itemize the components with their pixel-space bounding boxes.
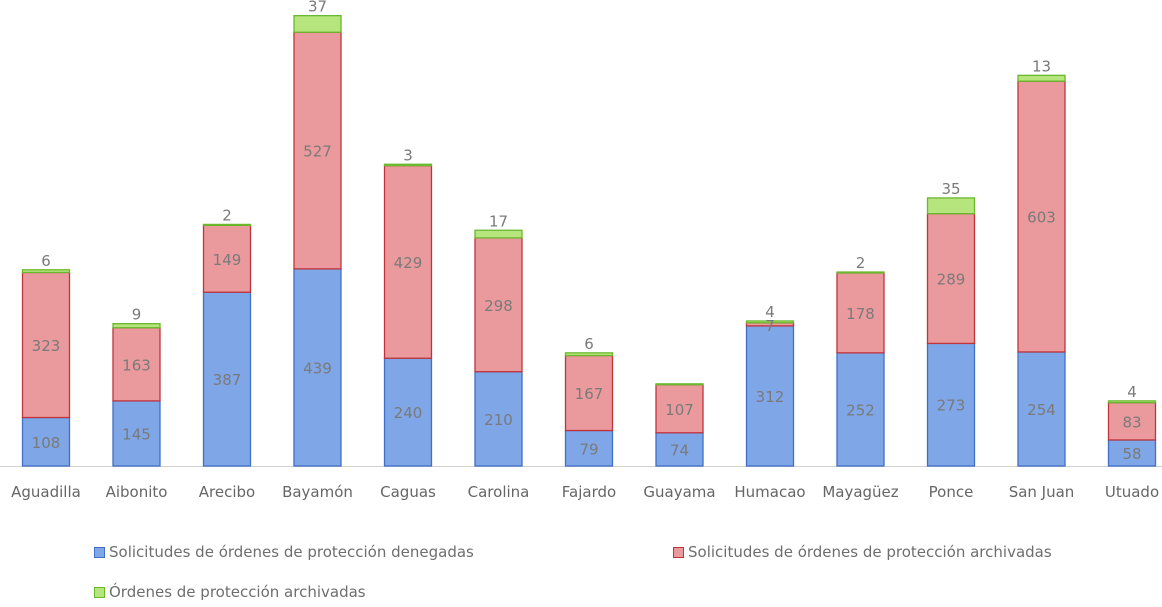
data-label-denegadas-fajardo: 79 xyxy=(579,440,598,458)
bar-sol-archivadas-mayag-ez xyxy=(836,272,885,354)
data-label-ord-archivadas-carolina: 17 xyxy=(489,212,508,230)
bar-sol-archivadas-caguas xyxy=(383,164,433,359)
bar-ord-archivadas-san-juan xyxy=(1017,74,1066,82)
data-label-sol-archivadas-ponce: 289 xyxy=(937,271,966,289)
data-label-denegadas-caguas: 240 xyxy=(394,404,423,422)
data-label-denegadas-mayag-ez: 252 xyxy=(846,401,875,419)
data-label-ord-archivadas-humacao: 4 xyxy=(765,303,775,321)
bar-ord-archivadas-humacao xyxy=(745,320,795,324)
x-tick-label: Arecibo xyxy=(199,483,255,501)
data-label-sol-archivadas-guayama: 107 xyxy=(665,401,694,419)
x-tick-label: Carolina xyxy=(468,483,530,501)
data-label-sol-archivadas-aibonito: 163 xyxy=(122,356,151,374)
data-label-denegadas-guayama: 74 xyxy=(670,441,689,459)
bar-ord-archivadas-aguadilla xyxy=(21,269,71,274)
bar-sol-archivadas-aguadilla xyxy=(21,271,71,419)
x-tick-label: Ponce xyxy=(929,483,974,501)
data-label-sol-archivadas-bayam-n: 527 xyxy=(303,143,332,161)
data-label-ord-archivadas-mayag-ez: 2 xyxy=(856,254,866,272)
data-label-ord-archivadas-aguadilla: 6 xyxy=(41,252,51,270)
bar-sol-archivadas-bayam-n xyxy=(293,31,342,270)
data-label-sol-archivadas-utuado: 83 xyxy=(1122,413,1141,431)
data-label-sol-archivadas-mayag-ez: 178 xyxy=(846,305,875,323)
x-tick-label: Caguas xyxy=(380,483,436,501)
labels-group: 108 323 6 145 163 9 387 149 2 439 527 37 240 429 3 210 2… xyxy=(32,0,1142,463)
x-tick-label: Mayagüez xyxy=(822,483,898,501)
bar-denegadas-ponce xyxy=(926,342,976,467)
data-label-ord-archivadas-fajardo: 6 xyxy=(584,335,594,353)
data-label-ord-archivadas-ponce: 35 xyxy=(941,180,960,198)
data-label-sol-archivadas-fajardo: 167 xyxy=(575,385,604,403)
data-label-sol-archivadas-aguadilla: 323 xyxy=(32,337,61,355)
data-label-denegadas-ponce: 273 xyxy=(937,397,966,415)
data-label-ord-archivadas-arecibo: 2 xyxy=(222,206,232,224)
data-label-ord-archivadas-caguas: 3 xyxy=(403,146,413,164)
data-label-sol-archivadas-arecibo: 149 xyxy=(213,251,242,269)
bar-sol-archivadas-utuado xyxy=(1107,402,1157,441)
bar-ord-archivadas-bayam-n xyxy=(293,14,342,33)
bar-ord-archivadas-fajardo xyxy=(564,352,614,357)
x-tick-label: Humacao xyxy=(734,483,805,501)
data-label-denegadas-aibonito: 145 xyxy=(122,425,151,443)
x-tick-label: Guayama xyxy=(643,483,715,501)
bar-denegadas-guayama xyxy=(655,432,704,467)
data-label-denegadas-aguadilla: 108 xyxy=(32,434,61,452)
bar-sol-archivadas-guayama xyxy=(655,384,704,434)
bar-denegadas-aibonito xyxy=(112,400,161,467)
x-tick-labels: Aguadilla Aibonito Arecibo Bayamón Caguas Car… xyxy=(11,483,1159,501)
bar-denegadas-san-juan xyxy=(1017,351,1066,467)
bar-denegadas-arecibo xyxy=(202,291,252,467)
x-tick-label: Aguadilla xyxy=(11,483,81,501)
bar-sol-archivadas-arecibo xyxy=(202,224,252,293)
data-label-ord-archivadas-aibonito: 9 xyxy=(132,306,142,324)
bar-sol-archivadas-ponce xyxy=(926,213,976,345)
data-label-ord-archivadas-san-juan: 13 xyxy=(1032,57,1051,75)
x-tick-label: Bayamón xyxy=(282,483,353,501)
bar-sol-archivadas-carolina xyxy=(474,237,523,373)
data-label-ord-archivadas-utuado: 4 xyxy=(1127,383,1137,401)
data-label-denegadas-arecibo: 387 xyxy=(213,371,242,389)
bar-denegadas-mayag-ez xyxy=(836,352,885,467)
x-tick-label: Fajardo xyxy=(562,483,616,501)
data-label-ord-archivadas-bayam-n: 37 xyxy=(308,0,327,16)
x-tick-label: San Juan xyxy=(1009,483,1075,501)
data-label-denegadas-utuado: 58 xyxy=(1122,445,1141,463)
bar-denegadas-carolina xyxy=(474,371,523,467)
bar-ord-archivadas-aibonito xyxy=(112,323,161,329)
data-label-sol-archivadas-caguas: 429 xyxy=(394,254,423,272)
data-label-sol-archivadas-san-juan: 603 xyxy=(1027,209,1056,227)
x-tick-label: Utuado xyxy=(1105,483,1159,501)
bar-denegadas-utuado xyxy=(1107,439,1157,467)
data-label-denegadas-san-juan: 254 xyxy=(1027,401,1056,419)
bar-sol-archivadas-san-juan xyxy=(1017,80,1066,353)
bar-ord-archivadas-arecibo xyxy=(202,223,252,226)
bar-ord-archivadas-ponce xyxy=(926,197,976,215)
bar-ord-archivadas-mayag-ez xyxy=(836,271,885,274)
bar-sol-archivadas-aibonito xyxy=(112,327,161,402)
bars-group xyxy=(21,14,1157,467)
bar-denegadas-caguas xyxy=(383,357,433,467)
data-label-denegadas-carolina: 210 xyxy=(484,411,513,429)
bar-ord-archivadas-carolina xyxy=(474,229,523,239)
data-label-denegadas-humacao: 312 xyxy=(756,388,785,406)
bar-ord-archivadas-guayama xyxy=(655,383,704,386)
bar-ord-archivadas-utuado xyxy=(1107,400,1157,404)
bar-denegadas-aguadilla xyxy=(21,416,71,467)
data-label-sol-archivadas-carolina: 298 xyxy=(484,297,513,315)
bar-ord-archivadas-caguas xyxy=(383,163,433,167)
data-label-denegadas-bayam-n: 439 xyxy=(303,359,332,377)
bar-denegadas-bayam-n xyxy=(293,268,342,467)
data-label-sol-archivadas-humacao: 7 xyxy=(765,317,775,335)
x-tick-label: Aibonito xyxy=(106,483,168,501)
